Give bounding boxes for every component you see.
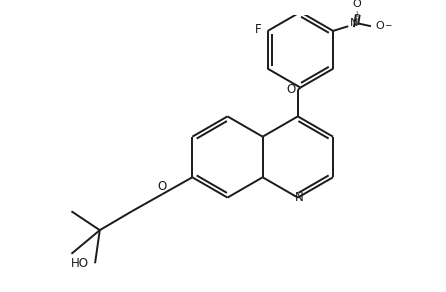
Text: O: O xyxy=(375,21,384,31)
Text: O: O xyxy=(157,180,167,193)
Text: F: F xyxy=(255,22,262,36)
Text: −: − xyxy=(384,20,392,29)
Text: N: N xyxy=(350,18,358,28)
Text: N: N xyxy=(295,191,304,204)
Text: HO: HO xyxy=(71,257,89,270)
Text: O: O xyxy=(352,0,361,9)
Text: O: O xyxy=(287,84,296,96)
Text: +: + xyxy=(354,10,360,19)
